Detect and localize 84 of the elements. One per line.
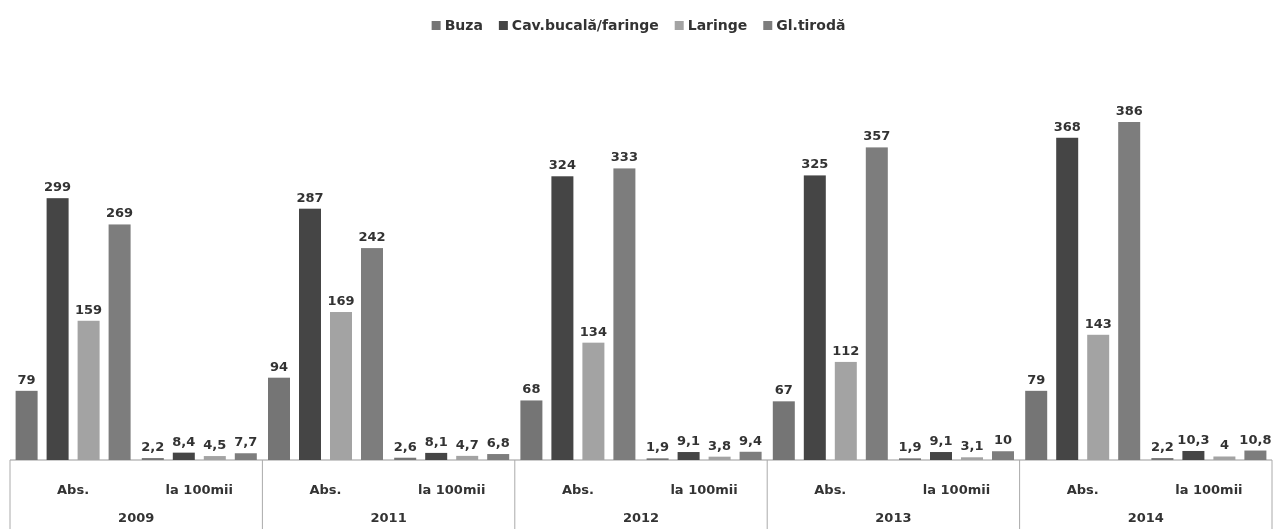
x-tick-label: Abs. — [814, 482, 847, 497]
data-label: 8,1 — [424, 433, 448, 449]
x-tick-label: Abs. — [561, 482, 594, 497]
data-label: 287 — [296, 189, 324, 205]
x-tick-label: Abs. — [57, 482, 90, 497]
data-label: 269 — [106, 205, 134, 221]
bar — [487, 454, 510, 460]
data-label: 9,1 — [677, 433, 701, 449]
bar — [930, 452, 952, 460]
data-label: 67 — [774, 382, 793, 398]
legend-label: Buza — [444, 17, 483, 33]
data-label: 4,5 — [203, 437, 227, 453]
x-tick-label: Abs. — [309, 482, 342, 497]
data-label: 386 — [1115, 103, 1143, 118]
text: 2012 — [622, 510, 660, 525]
x-tick-label: la 100mii — [165, 482, 233, 497]
data-label: 10,8 — [1239, 431, 1272, 447]
bar — [613, 168, 636, 460]
bar — [108, 224, 131, 460]
text: 2014 — [1127, 510, 1164, 525]
data-label: 1,9 — [898, 439, 922, 455]
data-label: 333 — [610, 149, 638, 165]
bar — [772, 401, 795, 460]
bar — [1025, 390, 1048, 460]
text: 2013 — [875, 510, 912, 525]
bar — [46, 198, 69, 460]
data-label: 3,1 — [960, 438, 984, 454]
bar — [268, 377, 290, 460]
data-label: 134 — [579, 323, 607, 339]
data-label: 299 — [44, 179, 72, 195]
bar — [865, 147, 888, 460]
bar — [15, 390, 38, 460]
data-label: 10,3 — [1177, 431, 1210, 447]
bar — [425, 452, 448, 460]
bar — [551, 176, 574, 460]
data-label: 2,2 — [1150, 439, 1174, 455]
data-label: 357 — [863, 128, 891, 144]
data-label: 159 — [75, 301, 103, 317]
bar — [1056, 137, 1079, 460]
x-tick-label: la 100mii — [922, 482, 991, 497]
data-label: 68 — [522, 381, 541, 397]
bar — [520, 400, 543, 460]
data-label: 2,2 — [141, 439, 165, 455]
data-label: 79 — [1027, 371, 1046, 387]
x-tick-label: Abs. — [1066, 482, 1099, 497]
bar — [739, 451, 762, 460]
data-label: 368 — [1053, 118, 1081, 134]
bar — [1182, 450, 1205, 460]
data-label: 242 — [358, 229, 386, 245]
data-label: 325 — [801, 156, 829, 172]
bar — [361, 248, 383, 460]
data-label: 8,4 — [172, 433, 196, 449]
data-label: 324 — [548, 157, 576, 173]
bar — [677, 452, 700, 460]
bar — [1118, 122, 1141, 460]
x-tick-label: la 100mii — [418, 482, 486, 497]
data-label: 4,7 — [455, 436, 479, 452]
bar — [172, 452, 195, 460]
data-label: 10 — [993, 432, 1013, 448]
data-label: 169 — [327, 293, 355, 309]
data-label: 79 — [17, 371, 36, 387]
data-label: 112 — [832, 342, 860, 358]
data-label: 9,1 — [929, 433, 953, 449]
data-label: 143 — [1084, 315, 1112, 331]
data-label: 1,9 — [646, 439, 670, 455]
text: 2009 — [118, 510, 155, 525]
data-label: 4 — [1219, 437, 1229, 453]
data-label: 9,4 — [739, 432, 763, 448]
data-label: 6,8 — [486, 435, 510, 451]
x-tick-label: la 100mii — [1175, 482, 1243, 497]
bar — [803, 175, 826, 460]
bar — [1244, 450, 1267, 460]
x-tick-label: la 100mii — [670, 482, 738, 497]
data-label: 3,8 — [708, 437, 732, 453]
legend-label: Gl.tirodă — [776, 17, 846, 33]
bar — [234, 453, 257, 460]
bar — [992, 451, 1014, 460]
data-label: 7,7 — [234, 434, 258, 450]
data-label: 94 — [269, 358, 289, 374]
data-label: 2,6 — [393, 438, 417, 454]
legend-label: Cav.bucală/faringe — [511, 17, 659, 33]
text: 2011 — [370, 510, 407, 525]
legend-label: Laringe — [687, 17, 748, 33]
bar — [299, 208, 321, 460]
